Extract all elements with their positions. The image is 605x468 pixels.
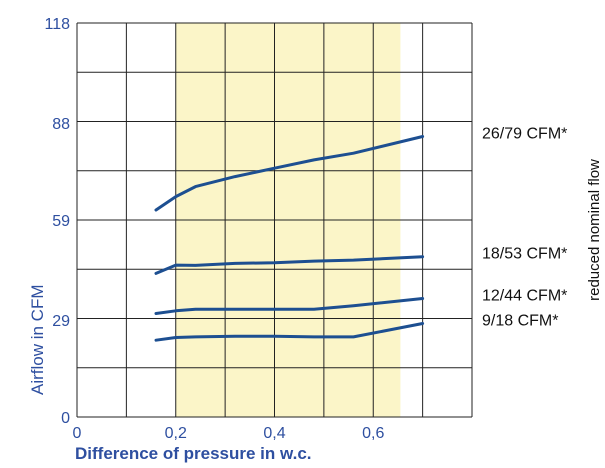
x-tick-label: 0,2 — [165, 425, 187, 442]
series-label-1: 18/53 CFM* — [482, 246, 567, 263]
y-axis-title: Airflow in CFM — [28, 284, 47, 395]
y-tick-label: 88 — [52, 116, 70, 133]
series-label-0: 26/79 CFM* — [482, 126, 567, 143]
x-tick-label: 0,4 — [263, 425, 285, 442]
series-line-3 — [154, 322, 425, 342]
y-tick-label: 118 — [44, 16, 70, 33]
x-tick-labels: 0 0,2 0,4 0,6 — [73, 425, 385, 442]
x-tick-label: 0,6 — [362, 425, 384, 442]
series-label-2: 12/44 CFM* — [482, 287, 567, 304]
series-label-3: 9/18 CFM* — [482, 313, 558, 330]
y-tick-label: 0 — [61, 410, 70, 427]
series-line-2 — [154, 297, 425, 315]
y-tick-labels: 0 29 59 88 118 — [44, 16, 70, 427]
x-tick-label: 0 — [73, 425, 82, 442]
series-labels: 26/79 CFM* 18/53 CFM* 12/44 CFM* 9/18 CFM* — [482, 126, 567, 330]
side-label: reduced nominal flow — [586, 159, 603, 301]
y-tick-label: 59 — [52, 213, 70, 230]
y-tick-label: 29 — [52, 313, 70, 330]
series-line-0 — [154, 135, 425, 212]
series-line-1 — [154, 255, 425, 275]
x-axis-title: Difference of pressure in w.c. — [75, 444, 312, 463]
series-lines — [154, 135, 425, 342]
grid — [76, 22, 473, 418]
